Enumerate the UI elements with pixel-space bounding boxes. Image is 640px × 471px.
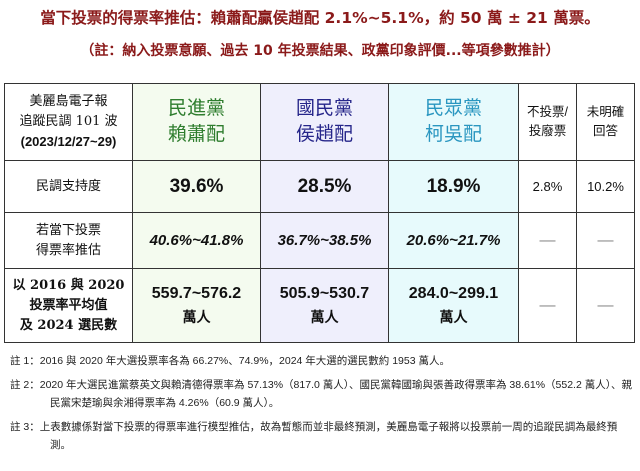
source-label: 美麗島電子報 bbox=[29, 94, 108, 109]
date-label: (2023/12/27~29) bbox=[20, 134, 117, 149]
party-name: 國民黨 bbox=[295, 98, 353, 119]
cell-dpp: 40.6%~41.8% bbox=[132, 212, 261, 269]
header-undecided: 未明確 回答 bbox=[576, 83, 635, 161]
cell-tpp: 284.0~299.1 萬人 bbox=[388, 268, 519, 343]
cell-kmt: 28.5% bbox=[260, 160, 389, 213]
cell-undecided: — bbox=[576, 212, 635, 269]
header-text: 不投票/ bbox=[527, 105, 568, 119]
wave-label: 追蹤民調 101 波 bbox=[19, 114, 118, 129]
cell-dpp: 559.7~576.2 萬人 bbox=[132, 268, 261, 343]
table-row: 若當下投票得票率推估 40.6%~41.8% 36.7%~38.5% 20.6%… bbox=[4, 212, 635, 269]
ticket-name: 柯吳配 bbox=[424, 124, 482, 145]
cell-no-vote: — bbox=[518, 268, 577, 343]
cell-no-vote: 2.8% bbox=[518, 160, 577, 213]
table-row: 民調支持度 39.6% 28.5% 18.9% 2.8% 10.2% bbox=[4, 160, 635, 213]
header-no-vote: 不投票/投廢票 bbox=[518, 83, 577, 161]
footnote-1: 註 1：2016 與 2020 年大選投票率各為 66.27%、74.9%，20… bbox=[10, 355, 450, 367]
label-line: 得票率推估 bbox=[35, 242, 101, 258]
cell-no-vote: — bbox=[518, 212, 577, 269]
cell-tpp: 18.9% bbox=[388, 160, 519, 213]
cell-undecided: 10.2% bbox=[576, 160, 635, 213]
row-label: 以 2016 與 2020 投票率平均值及 2024 選民數 bbox=[4, 268, 133, 343]
value: 559.7~576.2 bbox=[151, 284, 242, 302]
corner-header: 美麗島電子報 追蹤民調 101 波 (2023/12/27~29) bbox=[4, 83, 133, 161]
subtitle-note: （註：納入投票意願、過去 10 年投票結果、政黨印象評價...等項參數推計） bbox=[80, 43, 560, 59]
poll-table: 美麗島電子報 追蹤民調 101 波 (2023/12/27~29) 民進黨賴蕭配… bbox=[4, 83, 635, 343]
label-line: 若當下投票 bbox=[35, 222, 101, 238]
header-text: 投廢票 bbox=[528, 124, 567, 138]
headline: 當下投票的得票率推估：賴蕭配贏侯趙配 2.1%~5.1%，約 50 萬 ± 21… bbox=[40, 9, 600, 27]
unit: 萬人 bbox=[310, 309, 339, 326]
header-tpp: 民眾黨 柯吳配 bbox=[388, 83, 519, 161]
value: 284.0~299.1 bbox=[408, 284, 499, 302]
ticket-name: 賴蕭配 bbox=[167, 124, 225, 145]
cell-kmt: 505.9~530.7 萬人 bbox=[260, 268, 389, 343]
cell-kmt: 36.7%~38.5% bbox=[260, 212, 389, 269]
cell-undecided: — bbox=[576, 268, 635, 343]
cell-dpp: 39.6% bbox=[132, 160, 261, 213]
label-line: 以 2016 與 2020 bbox=[12, 277, 125, 293]
header-dpp: 民進黨 賴蕭配 bbox=[132, 83, 261, 161]
row-label: 若當下投票得票率推估 bbox=[4, 212, 133, 269]
label-line: 投票率平均值 bbox=[29, 297, 108, 313]
table-row: 以 2016 與 2020 投票率平均值及 2024 選民數 559.7~576.… bbox=[4, 268, 635, 343]
unit: 萬人 bbox=[182, 309, 211, 326]
header-kmt: 國民黨 侯趙配 bbox=[260, 83, 389, 161]
party-name: 民進黨 bbox=[167, 98, 225, 119]
header-text: 回答 bbox=[592, 124, 618, 138]
value: 505.9~530.7 bbox=[279, 284, 370, 302]
header-text: 未明確 bbox=[586, 105, 625, 119]
row-label: 民調支持度 bbox=[4, 160, 133, 213]
footnote-2: 註 2：2020 年大選民進黨蔡英文與賴清德得票率為 57.13%（817.0 … bbox=[10, 379, 632, 409]
label-line: 及 2024 選民數 bbox=[19, 317, 118, 333]
footnotes: 註 1：2016 與 2020 年大選投票率各為 66.27%、74.9%，20… bbox=[10, 352, 635, 460]
cell-tpp: 20.6%~21.7% bbox=[388, 212, 519, 269]
unit: 萬人 bbox=[439, 309, 468, 326]
footnote-3: 註 3：上表數據係對當下投票的得票率進行模型推估，故為暫態而並非最終預測，美麗島… bbox=[10, 421, 618, 451]
ticket-name: 侯趙配 bbox=[295, 124, 353, 145]
party-name: 民眾黨 bbox=[424, 98, 482, 119]
